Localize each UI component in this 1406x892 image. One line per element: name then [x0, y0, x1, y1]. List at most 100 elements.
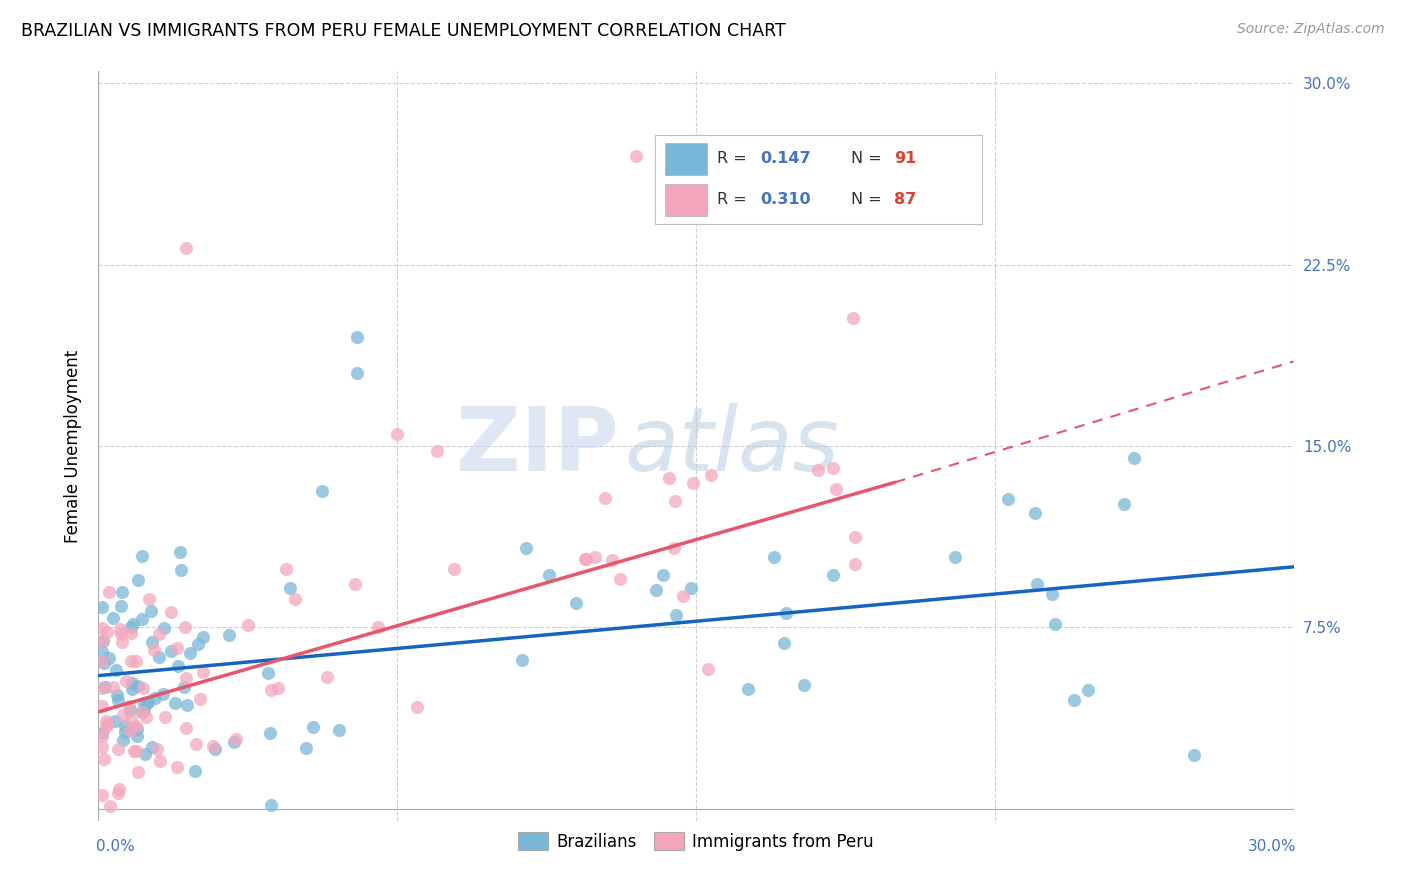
Point [295, 741, 318, 756]
Point [91, 739, 114, 754]
Point [807, 463, 830, 477]
Point [125, 719, 148, 733]
Point [187, 636, 209, 650]
Text: N =: N = [852, 192, 887, 207]
Point [120, 655, 142, 669]
Point [346, 330, 368, 344]
Point [238, 618, 260, 632]
Text: 87: 87 [894, 192, 917, 207]
Point [672, 589, 695, 603]
Point [515, 541, 537, 555]
Point [153, 621, 176, 635]
Point [114, 725, 136, 739]
Point [91, 730, 114, 744]
Point [104, 663, 127, 677]
Point [110, 627, 132, 641]
Point [173, 620, 195, 634]
Point [763, 549, 786, 564]
Point [91, 621, 114, 635]
Point [1024, 506, 1046, 520]
Point [1026, 577, 1049, 591]
Point [665, 607, 688, 622]
Text: R =: R = [717, 192, 752, 207]
Point [328, 723, 350, 737]
Point [280, 582, 302, 596]
Point [193, 630, 215, 644]
Point [844, 558, 866, 572]
Point [426, 443, 449, 458]
Point [134, 703, 156, 717]
Point [110, 584, 132, 599]
Point [108, 623, 131, 637]
Point [96, 717, 118, 731]
Point [91, 599, 114, 614]
Point [108, 781, 131, 796]
Point [664, 493, 686, 508]
Point [121, 676, 143, 690]
Point [120, 620, 142, 634]
Point [145, 691, 167, 706]
Text: 0.310: 0.310 [759, 192, 810, 207]
Point [93, 656, 115, 670]
Point [775, 606, 797, 620]
Point [1112, 497, 1135, 511]
Point [184, 737, 207, 751]
Y-axis label: Female Unemployment: Female Unemployment [63, 350, 82, 542]
Legend: Brazilians, Immigrants from Peru: Brazilians, Immigrants from Peru [512, 825, 880, 857]
Point [179, 646, 201, 660]
Point [343, 576, 366, 591]
Text: 91: 91 [894, 151, 917, 166]
Point [574, 552, 596, 566]
Point [120, 626, 142, 640]
Point [600, 553, 623, 567]
Point [107, 742, 129, 756]
Point [125, 730, 148, 744]
Point [537, 568, 560, 582]
Point [91, 654, 114, 668]
Point [510, 653, 533, 667]
Point [844, 530, 866, 544]
Point [257, 665, 280, 680]
Point [737, 682, 759, 697]
Point [652, 567, 675, 582]
Text: R =: R = [717, 151, 752, 166]
Point [91, 698, 114, 713]
Point [103, 680, 125, 694]
Point [118, 699, 141, 714]
Point [91, 681, 114, 695]
Point [94, 680, 117, 694]
Point [159, 644, 181, 658]
Point [1182, 748, 1205, 763]
Point [166, 760, 188, 774]
Point [315, 670, 337, 684]
Point [443, 561, 465, 575]
Point [204, 742, 226, 756]
Point [111, 708, 134, 723]
Point [346, 367, 368, 381]
Point [700, 468, 723, 483]
Point [997, 492, 1019, 507]
Point [173, 681, 195, 695]
Point [111, 733, 134, 747]
Point [804, 210, 827, 224]
Point [583, 549, 606, 564]
Point [148, 649, 170, 664]
Point [97, 651, 120, 665]
Point [152, 687, 174, 701]
Point [184, 764, 207, 779]
Point [302, 720, 325, 734]
Point [222, 734, 245, 748]
Point [160, 605, 183, 619]
Point [127, 679, 149, 693]
Point [131, 681, 153, 695]
FancyBboxPatch shape [665, 143, 707, 175]
Point [107, 693, 129, 707]
Point [191, 665, 214, 680]
Point [143, 642, 166, 657]
Point [141, 634, 163, 648]
Point [823, 568, 845, 582]
Point [165, 696, 187, 710]
Point [1063, 693, 1085, 707]
Point [118, 703, 141, 717]
Point [115, 674, 138, 689]
